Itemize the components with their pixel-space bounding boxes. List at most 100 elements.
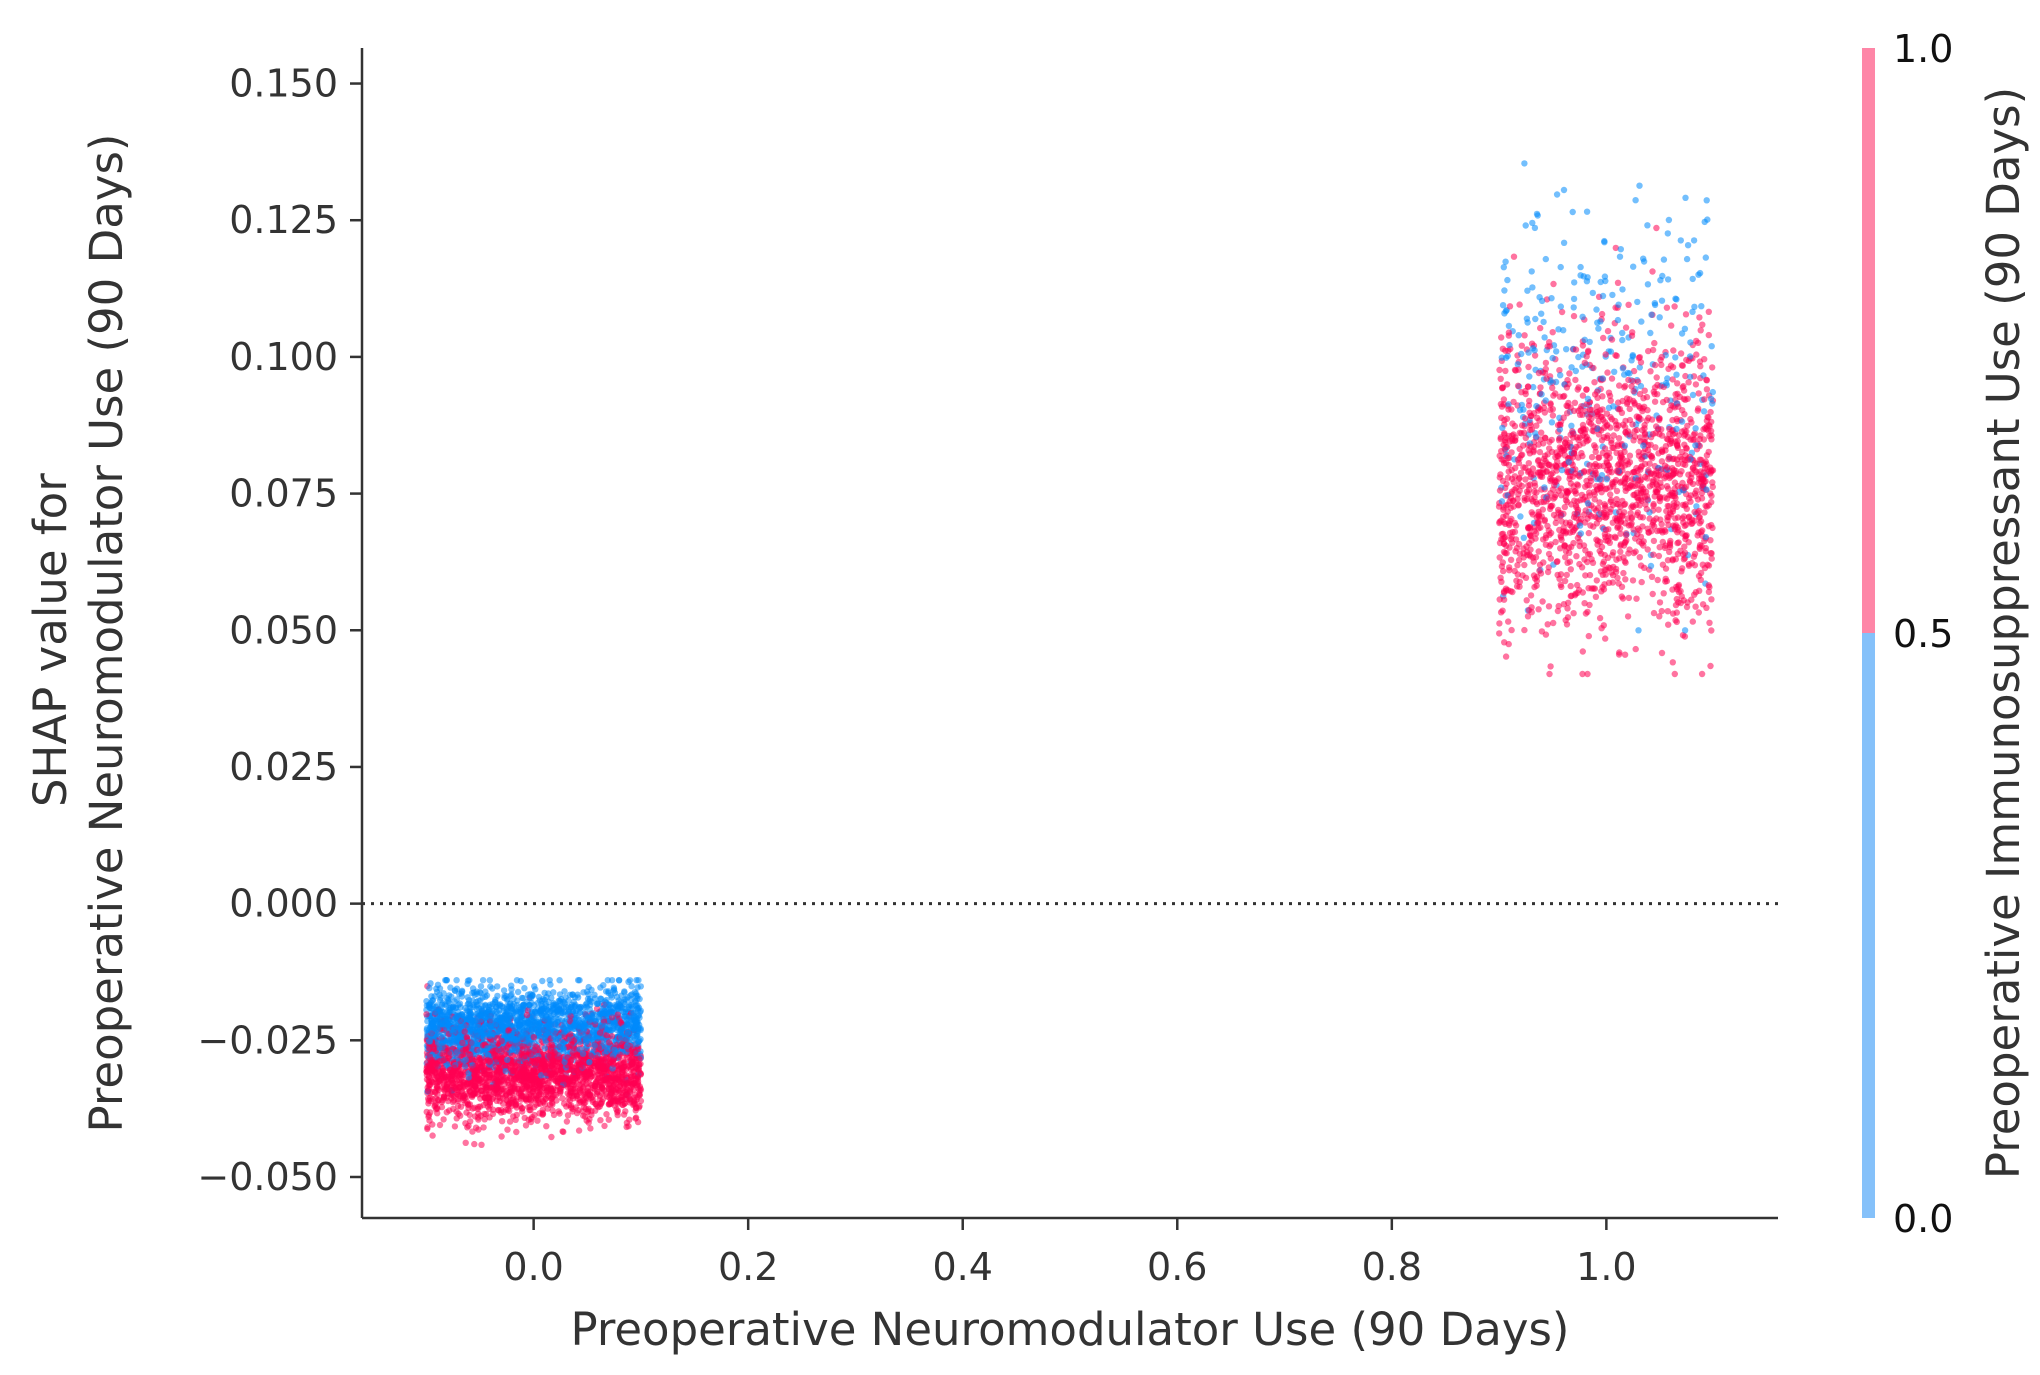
- scatter-point: [1518, 401, 1526, 409]
- scatter-point: [1678, 568, 1685, 575]
- scatter-point: [572, 1074, 579, 1082]
- scatter-point: [1593, 520, 1601, 527]
- scatter-point: [1557, 303, 1565, 310]
- scatter-point: [1572, 376, 1579, 384]
- scatter-point: [1693, 503, 1700, 510]
- scatter-point: [1533, 422, 1540, 429]
- scatter-point: [1648, 311, 1655, 318]
- scatter-point: [1681, 325, 1689, 332]
- scatter-point: [637, 1025, 644, 1032]
- scatter-point: [1505, 329, 1513, 336]
- scatter-point: [1682, 372, 1689, 380]
- scatter-point: [1668, 322, 1675, 329]
- scatter-point: [1552, 519, 1560, 527]
- scatter-point: [1607, 491, 1614, 498]
- scatter-point: [1672, 617, 1679, 624]
- scatter-point: [1501, 430, 1508, 437]
- scatter-point: [1587, 522, 1594, 529]
- scatter-point: [489, 985, 496, 992]
- scatter-point: [1602, 526, 1610, 534]
- scatter-point: [1630, 378, 1637, 385]
- scatter-point: [1678, 468, 1685, 475]
- scatter-point: [1571, 279, 1578, 286]
- scatter-point: [1673, 371, 1680, 378]
- scatter-point: [1601, 237, 1608, 245]
- scatter-point: [1692, 442, 1699, 449]
- scatter-point: [1655, 415, 1663, 422]
- scatter-point: [618, 1093, 625, 1101]
- scatter-point: [1653, 224, 1660, 232]
- scatter-point: [1584, 348, 1592, 356]
- scatter-point: [1662, 578, 1669, 585]
- scatter-point: [603, 1032, 610, 1039]
- scatter-point: [1604, 554, 1612, 561]
- scatter-point: [494, 983, 501, 990]
- scatter-point: [1588, 453, 1596, 461]
- scatter-point: [637, 1086, 645, 1094]
- scatter-point: [1514, 456, 1522, 463]
- scatter-point: [1709, 483, 1717, 491]
- scatter-point: [1520, 534, 1528, 541]
- scatter-point: [1549, 384, 1556, 392]
- scatter-point: [1529, 511, 1537, 518]
- scatter-point: [1575, 482, 1582, 489]
- scatter-point: [1546, 438, 1553, 445]
- scatter-point: [482, 1001, 489, 1009]
- scatter-point: [1579, 392, 1587, 399]
- scatter-point: [580, 989, 587, 996]
- scatter-point: [1501, 639, 1508, 646]
- scatter-point: [1637, 533, 1645, 540]
- scatter-point: [1592, 444, 1599, 451]
- scatter-point: [1603, 452, 1610, 460]
- scatter-point: [506, 1107, 513, 1115]
- scatter-point: [543, 1123, 550, 1130]
- scatter-point: [1518, 430, 1525, 437]
- scatter-point: [1663, 304, 1671, 311]
- scatter-point: [1630, 263, 1637, 270]
- scatter-point: [1604, 327, 1612, 335]
- scatter-point: [1708, 596, 1715, 603]
- scatter-point: [1584, 481, 1591, 489]
- scatter-point: [1675, 539, 1682, 546]
- scatter-point: [1538, 310, 1545, 317]
- scatter-point: [1507, 494, 1515, 502]
- scatter-point: [1630, 388, 1637, 395]
- scatter-point: [1525, 402, 1533, 409]
- scatter-point: [1673, 609, 1681, 616]
- scatter-point: [1595, 325, 1602, 332]
- scatter-point: [563, 1118, 571, 1125]
- scatter-point: [1510, 253, 1518, 260]
- scatter-point: [1596, 614, 1604, 622]
- scatter-point: [1598, 310, 1606, 318]
- scatter-point: [1707, 662, 1714, 670]
- scatter-point: [1658, 607, 1666, 615]
- scatter-point: [1703, 386, 1711, 393]
- scatter-point: [492, 996, 499, 1003]
- scatter-point: [593, 1005, 601, 1012]
- scatter-point: [1696, 314, 1703, 321]
- scatter-point: [1614, 574, 1621, 582]
- scatter-point: [1632, 535, 1639, 542]
- scatter-point: [1701, 218, 1708, 226]
- scatter-point: [1654, 576, 1661, 584]
- scatter-point: [585, 983, 592, 991]
- scatter-point: [1601, 445, 1609, 452]
- scatter-point: [1560, 393, 1567, 400]
- scatter-point: [498, 1133, 505, 1140]
- scatter-point: [1695, 390, 1702, 397]
- scatter-point: [1598, 482, 1605, 490]
- scatter-point: [1626, 405, 1633, 413]
- scatter-point: [542, 1038, 549, 1045]
- scatter-point: [1553, 478, 1560, 485]
- scatter-point: [1555, 602, 1562, 610]
- scatter-point: [1687, 498, 1694, 505]
- scatter-point: [1610, 403, 1617, 410]
- scatter-point: [429, 1132, 436, 1139]
- scatter-point: [1702, 533, 1710, 541]
- scatter-point: [1577, 263, 1584, 271]
- scatter-point: [1561, 528, 1568, 535]
- scatter-point: [1589, 289, 1597, 297]
- scatter-point: [1628, 515, 1636, 522]
- scatter-point: [436, 1121, 444, 1129]
- scatter-point: [1607, 506, 1614, 513]
